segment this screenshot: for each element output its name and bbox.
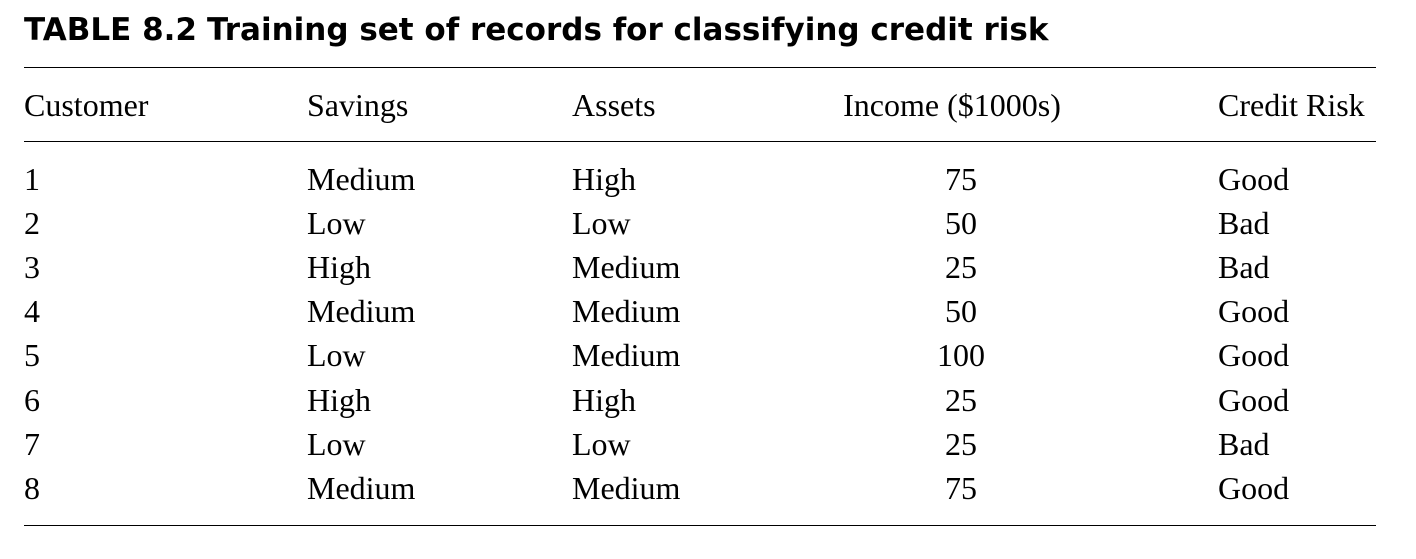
- credit-risk-cell: Bad: [1218, 249, 1270, 285]
- column-header-income: Income ($1000s): [843, 87, 1061, 123]
- credit-risk-cell: Good: [1218, 293, 1290, 329]
- income-cell: 25: [945, 426, 977, 462]
- savings-cell: Medium: [307, 470, 416, 506]
- credit-risk-cell: Good: [1218, 382, 1290, 418]
- credit-risk-cell: Bad: [1218, 426, 1270, 462]
- savings-cell: Medium: [307, 161, 416, 197]
- customer-cell: 1: [24, 161, 40, 197]
- income-cell: 50: [945, 205, 977, 241]
- table-row: 8 Medium Medium 75 Good: [0, 466, 1416, 510]
- table-row: 4 Medium Medium 50 Good: [0, 289, 1416, 333]
- table-title: Training set of records for classifying …: [207, 12, 1049, 48]
- savings-cell: Medium: [307, 293, 416, 329]
- income-cell: 50: [945, 293, 977, 329]
- customer-cell: 2: [24, 205, 40, 241]
- column-header-assets: Assets: [572, 87, 656, 123]
- column-header-credit-risk: Credit Risk: [1218, 87, 1365, 123]
- savings-cell: Low: [307, 337, 366, 373]
- customer-cell: 6: [24, 382, 40, 418]
- savings-cell: Low: [307, 426, 366, 462]
- table-number: TABLE 8.2: [24, 12, 197, 48]
- table-row: 1 Medium High 75 Good: [0, 157, 1416, 201]
- table-header-row: Customer Savings Assets Income ($1000s) …: [0, 83, 1416, 127]
- income-cell: 25: [945, 382, 977, 418]
- header-rule: [24, 141, 1376, 142]
- assets-cell: Medium: [572, 249, 681, 285]
- table-row: 2 Low Low 50 Bad: [0, 201, 1416, 245]
- assets-cell: High: [572, 161, 636, 197]
- assets-cell: Low: [572, 426, 631, 462]
- credit-risk-cell: Bad: [1218, 205, 1270, 241]
- income-cell: 25: [945, 249, 977, 285]
- income-cell: 100: [937, 337, 985, 373]
- customer-cell: 5: [24, 337, 40, 373]
- savings-cell: Low: [307, 205, 366, 241]
- column-header-savings: Savings: [307, 87, 409, 123]
- customer-cell: 3: [24, 249, 40, 285]
- assets-cell: Medium: [572, 293, 681, 329]
- assets-cell: High: [572, 382, 636, 418]
- customer-cell: 8: [24, 470, 40, 506]
- assets-cell: Low: [572, 205, 631, 241]
- table-row: 6 High High 25 Good: [0, 378, 1416, 422]
- top-rule: [24, 67, 1376, 68]
- credit-risk-cell: Good: [1218, 161, 1290, 197]
- column-header-customer: Customer: [24, 87, 149, 123]
- bottom-rule: [24, 525, 1376, 526]
- income-cell: 75: [945, 470, 977, 506]
- table-row: 5 Low Medium 100 Good: [0, 333, 1416, 377]
- table-row: 7 Low Low 25 Bad: [0, 422, 1416, 466]
- customer-cell: 4: [24, 293, 40, 329]
- assets-cell: Medium: [572, 337, 681, 373]
- table-caption: TABLE 8.2 Training set of records for cla…: [24, 8, 1048, 52]
- assets-cell: Medium: [572, 470, 681, 506]
- credit-risk-cell: Good: [1218, 470, 1290, 506]
- customer-cell: 7: [24, 426, 40, 462]
- savings-cell: High: [307, 249, 371, 285]
- income-cell: 75: [945, 161, 977, 197]
- credit-risk-cell: Good: [1218, 337, 1290, 373]
- table-row: 3 High Medium 25 Bad: [0, 245, 1416, 289]
- savings-cell: High: [307, 382, 371, 418]
